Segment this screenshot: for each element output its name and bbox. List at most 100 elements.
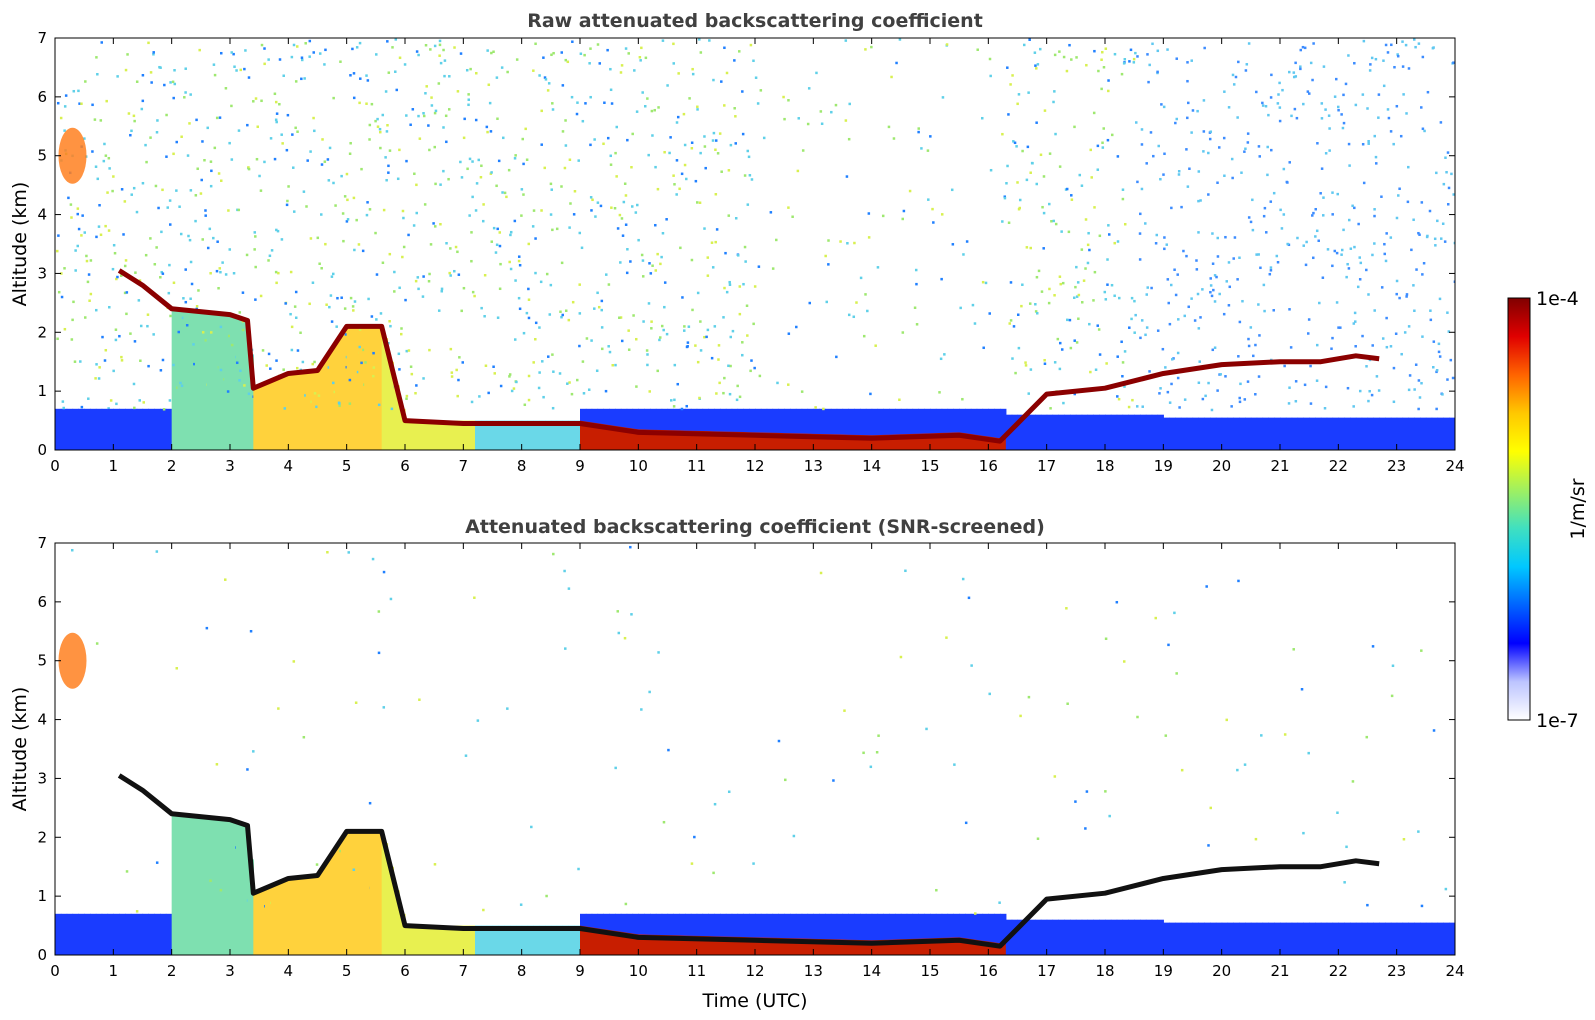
noise-speck	[1081, 301, 1084, 304]
noise-speck	[147, 364, 150, 368]
boundary-layer-cell	[142, 408, 149, 450]
noise-speck	[545, 894, 548, 898]
aerosol-column	[265, 887, 272, 955]
noise-speck	[625, 271, 629, 275]
boundary-layer-cell	[1320, 922, 1328, 955]
noise-speck	[1432, 340, 1436, 343]
noise-speck	[1017, 93, 1021, 96]
noise-speck	[243, 67, 246, 71]
noise-speck	[1067, 230, 1071, 234]
boundary-layer-cell	[930, 408, 937, 450]
noise-speck	[543, 76, 547, 79]
noise-speck	[641, 91, 644, 94]
noise-speck	[1025, 246, 1029, 249]
boundary-layer-cell	[1145, 919, 1153, 955]
noise-speck	[252, 100, 255, 103]
x-tick-label: 0	[50, 962, 60, 980]
noise-speck	[377, 651, 381, 655]
noise-speck	[1320, 167, 1324, 170]
noise-speck	[1322, 65, 1326, 68]
noise-speck	[552, 552, 555, 556]
noise-speck	[475, 71, 478, 75]
noise-speck	[698, 201, 702, 204]
boundary-layer-cell	[1285, 922, 1293, 955]
noise-speck	[366, 79, 370, 82]
noise-speck	[641, 259, 645, 262]
boundary-layer-cell	[1437, 417, 1444, 450]
noise-speck	[1073, 125, 1076, 129]
noise-speck	[215, 763, 219, 766]
noise-speck	[1444, 887, 1448, 891]
noise-speck	[596, 43, 600, 46]
noise-speck	[1392, 366, 1396, 370]
noise-speck	[951, 243, 955, 246]
aerosol-column	[305, 371, 313, 450]
noise-speck	[926, 149, 930, 152]
x-axis: 0 1 2 3 4 5 6 7 8 9 10 11 12 13 14 15 16 17 18 19 20 21 22 23 24	[50, 543, 1465, 980]
noise-speck	[520, 188, 524, 191]
noise-speck	[1035, 312, 1039, 315]
noise-speck	[1255, 90, 1258, 94]
noise-speck	[1069, 346, 1073, 350]
noise-speck	[552, 51, 555, 55]
noise-speck	[1222, 312, 1226, 316]
noise-speck	[1020, 304, 1023, 308]
noise-speck	[1309, 364, 1312, 368]
boundary-layer-cell	[883, 408, 890, 450]
boundary-layer-cell	[801, 408, 809, 450]
noise-speck	[324, 48, 327, 52]
boundary-layer-cell	[1134, 919, 1141, 955]
noise-speck	[346, 198, 349, 202]
noise-speck	[235, 69, 238, 72]
noise-speck	[939, 357, 943, 361]
noise-speck	[672, 405, 676, 408]
aerosol-column	[189, 815, 196, 955]
boundary-layer-cell	[1425, 922, 1433, 955]
noise-speck	[178, 205, 181, 208]
noise-speck	[1268, 272, 1272, 276]
noise-speck	[125, 291, 129, 294]
noise-speck	[1446, 151, 1450, 154]
noise-speck	[1166, 278, 1170, 281]
aerosol-column	[510, 925, 517, 955]
noise-speck	[339, 849, 342, 853]
noise-speck	[1019, 714, 1022, 718]
noise-speck	[208, 227, 212, 231]
noise-speck	[343, 195, 347, 198]
boundary-layer-cell	[807, 913, 814, 955]
noise-speck	[1186, 61, 1189, 64]
y-tick-label: 7	[37, 29, 47, 47]
x-tick-label: 13	[804, 962, 823, 980]
noise-speck	[167, 291, 171, 295]
noise-speck	[668, 151, 671, 155]
noise-speck	[295, 366, 299, 370]
noise-speck	[358, 101, 361, 105]
boundary-layer-cell	[1332, 922, 1339, 955]
noise-speck	[78, 102, 81, 105]
noise-speck	[1373, 134, 1376, 138]
noise-speck	[706, 328, 710, 332]
noise-speck	[1120, 72, 1124, 76]
noise-speck	[1105, 362, 1108, 365]
noise-speck	[76, 207, 80, 210]
y-tick-label: 5	[37, 147, 47, 165]
boundary-layer-cell	[1046, 919, 1054, 955]
noise-speck	[686, 341, 690, 344]
noise-speck	[334, 204, 337, 207]
noise-speck	[1215, 275, 1218, 279]
noise-speck	[757, 265, 761, 268]
noise-speck	[165, 155, 168, 158]
noise-speck	[1217, 146, 1221, 149]
noise-speck	[1034, 302, 1037, 306]
noise-speck	[353, 248, 356, 252]
noise-speck	[1236, 768, 1239, 772]
noise-speck	[247, 166, 250, 169]
noise-speck	[521, 137, 524, 141]
noise-speck	[624, 47, 628, 50]
noise-speck	[901, 331, 905, 334]
noise-speck	[284, 302, 287, 305]
noise-speck	[159, 369, 163, 372]
noise-speck	[386, 40, 389, 43]
boundary-layer-cell	[848, 913, 855, 955]
noise-speck	[1368, 389, 1371, 393]
